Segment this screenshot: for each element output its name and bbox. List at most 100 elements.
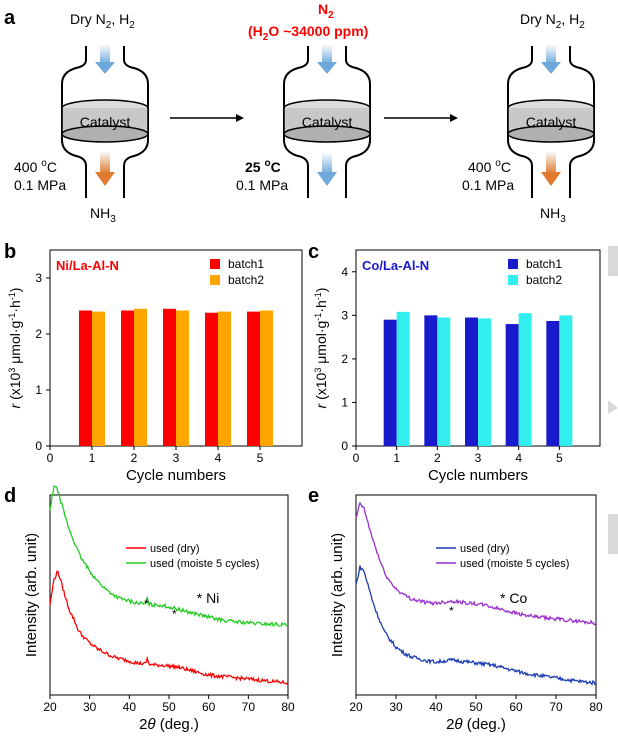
x-tick-label: 2 [434,451,441,465]
legend-label-batch1: batch1 [228,257,264,271]
peak-marker: * [172,607,177,621]
series-line-0 [49,570,289,685]
inset-label: Co/La-Al-N [362,258,429,273]
gas-out-3: NH3 [540,205,566,225]
x-tick-label: 20 [43,700,57,714]
panel-letter-c: c [308,241,319,263]
pressure-3: 0.1 MPa [462,177,514,193]
x-tick-label: 3 [173,451,180,465]
y-tick-label: 4 [341,265,348,279]
temp-1: 400 oC [14,158,57,175]
x-tick-label: 40 [123,700,137,714]
bar-batch1-4 [505,324,519,446]
x-tick-label: 60 [202,700,216,714]
x-axis-label: Cycle numbers [126,467,226,484]
y-tick-label: 1 [35,383,42,397]
bar-batch1-3 [163,308,176,446]
y-tick-label: 0 [35,439,42,453]
pressure-2: 0.1 MPa [236,177,288,193]
x-tick-label: 5 [257,451,264,465]
y-label-part: -1 [7,313,17,321]
x-label-part: 2 [446,716,454,733]
gas-in-1: Dry N2, H2 [70,11,135,31]
legend-label-batch2: batch2 [228,273,264,287]
x-tick-label: 60 [509,700,523,714]
bar-batch1-2 [121,310,134,446]
bar-batch2-3 [478,318,491,446]
outlet-arrow-icon [317,172,337,186]
x-tick-label: 0 [47,451,54,465]
panel-letter-a: a [4,7,16,29]
x-tick-label: 20 [349,700,363,714]
y-axis-label: r (x103 μmol·g-1·h-1) [7,288,23,409]
edge-decoration [608,246,618,276]
y-label-part: 3 [7,368,17,373]
arrow-right-icon [236,114,244,122]
charts-layer: 0 1 2 3 4 5 0 1 2 3 Cycle numbers r (x103 μmol·g-1·… [7,249,603,733]
legend-label-batch1: batch1 [526,257,562,271]
gas-in-cond-2: (H2O ~34000 ppm) [248,23,368,43]
chart-e: 20 30 40 50 60 70 80 2θ (deg.) Intensity (arb. u… [329,494,603,733]
legend-swatch-batch1 [210,259,220,269]
bar-batch2-1 [396,311,410,446]
y-tick-label: 2 [35,327,42,341]
bar-batch2-2 [437,317,451,446]
y-label-part: ) [7,288,23,293]
x-tick-label: 70 [549,700,563,714]
pressure-1: 0.1 MPa [14,177,66,193]
x-label-part: θ [147,716,155,733]
x-tick-label: 70 [242,700,256,714]
catalyst-label-3: Catalyst [526,114,577,130]
reactor-3: Catalyst Dry N2, H2 400 oC 0.1 MPa NH3 [462,11,595,225]
bar-batch1-1 [383,319,397,446]
y-tick-label: 1 [341,395,348,409]
legend-swatch-batch2 [210,275,220,285]
gas-in-2: N2 [318,1,334,21]
y-axis-label: Intensity (arb. unit) [23,533,40,657]
x-tick-label: 3 [475,451,482,465]
x-tick-label: 30 [83,700,97,714]
arrow-right-icon [450,114,458,122]
panel-letter-b: b [4,241,16,263]
x-label-part: (deg.) [156,716,199,733]
y-tick-label: 3 [341,308,348,322]
x-label-part: 2 [139,716,147,733]
reactor-2: Catalyst N2 (H2O ~34000 ppm) 25 oC 0.1 M… [236,1,371,198]
bar-batch2-2 [134,308,147,446]
bar-batch1-2 [424,315,438,446]
bar-batch1-3 [465,317,478,446]
bar-batch1-4 [205,312,218,446]
panel-letter-e: e [308,485,319,507]
x-label-part: θ [454,716,462,733]
y-axis-label: r (x103 μmol·g-1·h-1) [313,288,329,409]
gas-out-1: NH3 [90,205,116,225]
x-tick-label: 4 [515,451,522,465]
chart-b: 0 1 2 3 4 5 0 1 2 3 Cycle numbers r (x103 μmol·g-1·… [7,249,303,484]
x-tick-label: 4 [215,451,222,465]
legend-label-1: used (moiste 5 cycles) [460,558,569,570]
x-tick-label: 1 [89,451,96,465]
y-label-part: -1 [313,313,323,321]
y-label-part: (x10 [7,372,23,403]
y-label-part: r [7,402,23,408]
edge-decoration [608,514,618,554]
legend-label-1: used (moiste 5 cycles) [150,558,259,570]
bar-batch2-4 [518,313,532,446]
x-tick-label: 2 [131,451,138,465]
inlet-arrow-icon [541,62,561,74]
legend-label-0: used (dry) [150,543,200,555]
series-line-0 [355,565,597,686]
phase-label: * Co [500,590,527,606]
inlet-arrow-icon [95,62,115,74]
legend-label-batch2: batch2 [526,273,562,287]
legend-swatch-batch2 [508,275,518,285]
y-tick-label: 3 [35,271,42,285]
catalyst-label-1: Catalyst [80,114,131,130]
y-label-part: ·h [7,300,23,312]
y-label-part: ·h [313,300,329,312]
series-line-1 [49,485,289,627]
x-tick-label: 80 [281,700,295,714]
peak-marker: * [144,597,149,611]
plot-frame [355,494,597,696]
